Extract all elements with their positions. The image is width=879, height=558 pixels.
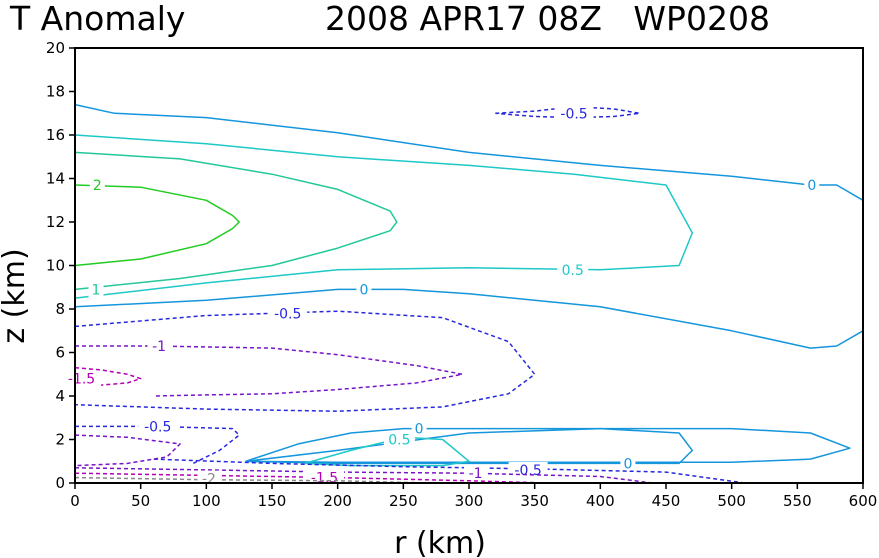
contour-label: 1	[92, 282, 101, 298]
contour-label-background	[89, 177, 105, 194]
y-tick-label: 20	[46, 39, 65, 57]
contour-line-level-1	[74, 151, 398, 291]
contour-line-level-neg1	[75, 345, 464, 397]
contour-label-background	[138, 418, 178, 435]
y-tick-label: 12	[46, 213, 65, 231]
y-tick-label: 10	[46, 257, 65, 275]
contour-label: -0.5	[274, 306, 301, 322]
contour-label: -1.5	[311, 471, 338, 487]
contour-label: 0.5	[388, 433, 410, 449]
contour-label: 0	[807, 178, 816, 194]
contour-label: -1	[152, 339, 166, 355]
x-tick-label: 50	[131, 492, 150, 510]
contour-line-level-0p5	[304, 436, 470, 467]
chart-title-left: T Anomaly	[9, 0, 185, 38]
contour-label-background	[88, 281, 104, 298]
contour-label-background	[356, 281, 372, 298]
contour-line-level-0	[74, 103, 864, 201]
contour-label: -0.5	[514, 463, 541, 479]
contour-line-level-neg1	[74, 434, 181, 467]
contour-line-level-neg1p5	[74, 366, 142, 386]
y-tick-label: 14	[46, 170, 65, 188]
x-tick-label: 200	[323, 492, 352, 510]
contour-label-background	[305, 469, 345, 486]
contour-label: -2	[202, 472, 216, 488]
x-tick-label: 250	[389, 492, 418, 510]
contour-label: -0.5	[560, 106, 587, 122]
chart-title-right: 2008 APR17 08Z WP0208	[325, 0, 770, 38]
x-tick-label: 600	[849, 492, 878, 510]
y-tick-label: 18	[46, 83, 65, 101]
contour-line-level-0p5	[74, 134, 694, 299]
x-axis-label: r (km)	[394, 526, 486, 558]
contour-label: -1	[469, 466, 483, 482]
contour-lines: 00000.50.512-0.5-0.5-0.5-0.5-1-1-1-1.5-1…	[62, 103, 864, 488]
x-axis-ticks: 0 50 100 150 200 250 300 350 400 450 500 550 600	[70, 483, 877, 510]
x-tick-label: 150	[258, 492, 287, 510]
contour-label-background	[620, 455, 636, 472]
y-axis-ticks: 0 2 4 6 8 10 12 14 16 18 20	[46, 39, 75, 492]
contour-label-background	[411, 420, 427, 437]
y-tick-label: 4	[55, 387, 65, 405]
contour-line-level-neg2	[74, 476, 430, 484]
y-tick-label: 6	[55, 344, 65, 362]
contour-label-background	[147, 337, 171, 354]
contour-label: 0	[623, 456, 632, 472]
x-tick-label: 100	[192, 492, 221, 510]
y-tick-label: 0	[55, 474, 65, 492]
y-tick-label: 2	[55, 431, 65, 449]
x-tick-label: 550	[783, 492, 812, 510]
contour-line-level-0	[245, 427, 694, 465]
contour-line-level-0	[245, 427, 851, 464]
x-tick-label: 450	[652, 492, 681, 510]
contour-line-level-neg1	[74, 467, 653, 484]
plot-frame	[74, 47, 864, 484]
contour-line-level-2	[74, 184, 240, 267]
contour-label-background	[268, 305, 308, 322]
contour-label: -0.5	[144, 419, 171, 435]
contour-label-background	[62, 370, 102, 387]
contour-label: 0	[359, 282, 368, 298]
contour-label-background	[383, 431, 415, 448]
x-tick-label: 350	[520, 492, 549, 510]
x-tick-label: 500	[717, 492, 746, 510]
contour-label-background	[554, 105, 594, 122]
x-tick-label: 0	[70, 492, 80, 510]
contour-label: 0.5	[562, 263, 584, 279]
contour-label: 2	[93, 178, 102, 194]
y-tick-label: 8	[55, 300, 65, 318]
contour-line-level-0	[74, 288, 864, 349]
contour-label-background	[804, 177, 820, 194]
contour-label-background	[464, 465, 488, 482]
x-tick-label: 400	[586, 492, 615, 510]
y-axis-label: z (km)	[0, 248, 32, 343]
y-tick-label: 16	[46, 126, 65, 144]
x-tick-label: 300	[455, 492, 484, 510]
contour-label-background	[557, 261, 589, 278]
contour-line-level-neg0p5	[495, 105, 641, 119]
contour-label: 0	[415, 422, 424, 438]
contour-line-level-neg0p5	[74, 310, 536, 412]
contour-label: -1.5	[68, 372, 95, 388]
